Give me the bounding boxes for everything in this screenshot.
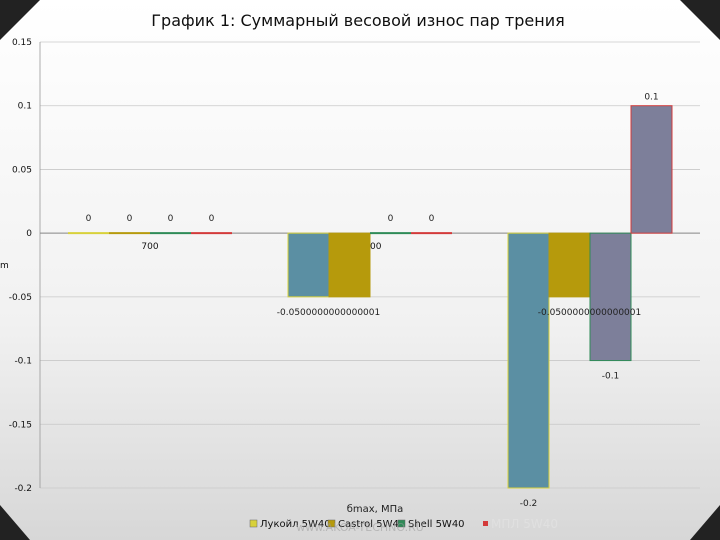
y-tick-label: -0.2 bbox=[14, 484, 32, 494]
x-tick-label: 700 bbox=[141, 242, 158, 252]
legend-label-castrol: Castrol 5W40 bbox=[338, 519, 405, 530]
bars bbox=[68, 105, 673, 489]
data-label: 0.1 bbox=[644, 93, 658, 103]
legend-swatch-mpl bbox=[483, 521, 488, 526]
data-labels: 0 0 0 0 -0.0500000000000001 0 0 -0.2 -0.05000000… bbox=[86, 93, 659, 509]
corner-decoration bbox=[690, 505, 720, 540]
bar bbox=[328, 232, 371, 298]
y-tick-label: -0.15 bbox=[9, 420, 32, 430]
data-label: -0.0500000000000001 bbox=[538, 308, 641, 318]
legend-swatch-castrol bbox=[327, 519, 336, 528]
bar bbox=[548, 232, 591, 298]
data-label: -0.0500000000000001 bbox=[277, 308, 380, 318]
legend-label-lukoil: Лукойл 5W40 bbox=[260, 519, 331, 530]
corner-decoration bbox=[0, 0, 40, 40]
chart-title: График 1: Суммарный весовой износ пар тр… bbox=[151, 11, 564, 30]
legend-label-shell: Shell 5W40 bbox=[408, 519, 465, 530]
y-tick-label: 0 bbox=[26, 229, 32, 239]
y-tick-label: 0.1 bbox=[18, 102, 32, 112]
data-label: 0 bbox=[168, 214, 174, 224]
data-label: 0 bbox=[388, 214, 394, 224]
legend-label-mpl: МПЛ 5W40 bbox=[491, 517, 558, 531]
bar bbox=[507, 232, 550, 489]
data-label: 0 bbox=[127, 214, 133, 224]
legend-swatch-lukoil bbox=[249, 519, 258, 528]
x-axis-label: бmax, МПа bbox=[347, 504, 404, 515]
bar bbox=[630, 105, 673, 234]
corner-decoration bbox=[680, 0, 720, 40]
bar bbox=[589, 232, 632, 362]
data-label: 0 bbox=[429, 214, 435, 224]
data-label: 0 bbox=[86, 214, 92, 224]
y-tick-label: 0.05 bbox=[12, 165, 32, 175]
bar bbox=[287, 232, 330, 298]
y-tick-label: 0.15 bbox=[12, 38, 32, 48]
legend: Лукойл 5W40 Castrol 5W40 Shell 5W40 МПЛ … bbox=[249, 517, 558, 531]
y-axis-label: m bbox=[0, 261, 9, 271]
data-label: 0 bbox=[209, 214, 215, 224]
watermark: www.AKOA-TECHNO.RU bbox=[296, 521, 424, 534]
data-label: -0.1 bbox=[602, 372, 620, 382]
y-tick-label: -0.05 bbox=[9, 293, 32, 303]
legend-swatch-shell bbox=[397, 519, 406, 528]
data-label: -0.2 bbox=[520, 499, 538, 509]
y-tick-label: -0.1 bbox=[14, 357, 32, 367]
corner-decoration bbox=[0, 505, 30, 540]
